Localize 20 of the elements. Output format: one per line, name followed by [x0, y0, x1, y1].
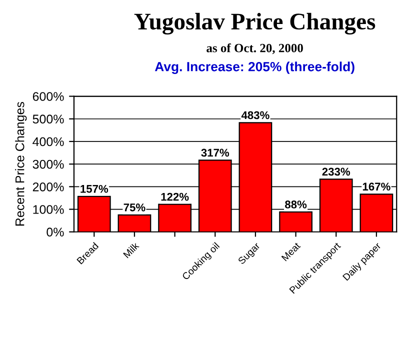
data-label: 75%: [124, 204, 146, 212]
data-label: 233%: [322, 168, 350, 176]
data-label: 483%: [241, 111, 270, 120]
data-label: 167%: [362, 182, 390, 191]
data-label: 157%: [80, 184, 108, 193]
y-tick-label: 400%: [32, 137, 64, 146]
y-tick-label: 500%: [32, 114, 64, 124]
data-label: 317%: [201, 148, 230, 157]
y-tick-label: 600%: [32, 92, 64, 101]
data-label: 122%: [161, 192, 189, 201]
chart-subtitle: as of Oct. 20, 2000: [206, 43, 303, 54]
y-tick-label: 0%: [46, 228, 64, 237]
y-axis-title: Recent Price Changes: [15, 102, 27, 226]
y-tick-label: 300%: [32, 160, 64, 169]
chart-title: Yugoslav Price Changes: [134, 12, 376, 35]
y-tick-label: 100%: [33, 205, 64, 214]
text: Avg. Increase: 205% (three-fold): [154, 62, 354, 74]
x-tick-label: Milk: [122, 242, 140, 258]
data-label: 88%: [285, 200, 307, 208]
y-tick-label: 200%: [32, 182, 64, 192]
